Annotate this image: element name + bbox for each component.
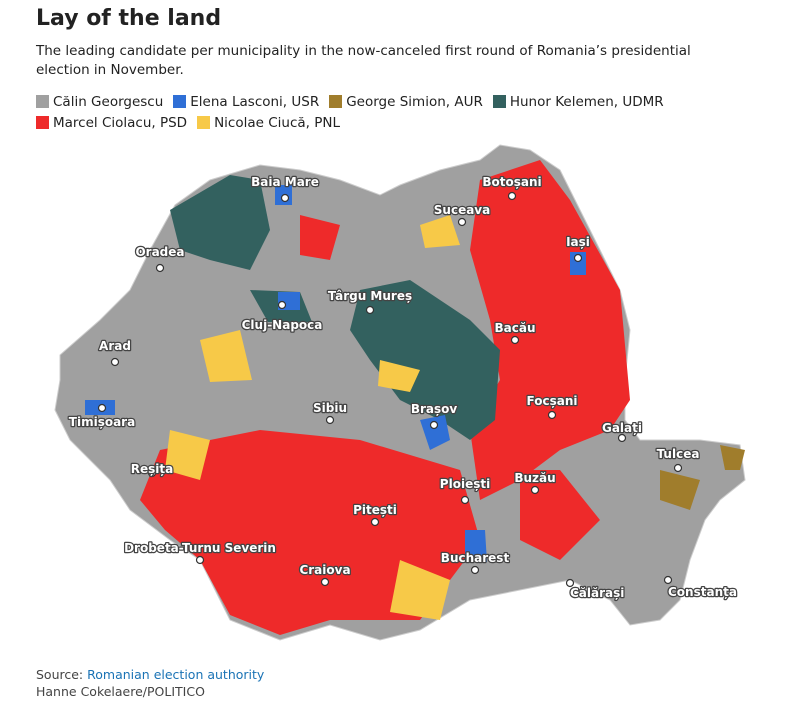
legend-swatch xyxy=(329,95,343,108)
city-dot xyxy=(147,468,157,478)
source-link[interactable]: Romanian election authority xyxy=(87,667,265,682)
city-dot xyxy=(565,578,575,588)
city-label: Târgu Mureș xyxy=(328,289,412,303)
legend-item: George Simion, AUR xyxy=(329,92,483,113)
city-dot xyxy=(320,577,330,587)
legend-label: Marcel Ciolacu, PSD xyxy=(53,115,188,131)
city-dot xyxy=(155,263,165,273)
legend-item: Marcel Ciolacu, PSD xyxy=(36,113,187,134)
city-dot xyxy=(97,403,107,413)
legend-label: Nicolae Ciucă, PNL xyxy=(214,115,341,131)
city-dot xyxy=(510,335,520,345)
city-label: Cluj-Napoca xyxy=(242,318,323,332)
city-dot xyxy=(470,565,480,575)
city-dot xyxy=(280,193,290,203)
legend-item: Nicolae Ciucă, PNL xyxy=(197,113,340,134)
city-label: Botoșani xyxy=(482,175,541,189)
city-label: Brașov xyxy=(411,402,458,416)
city-label: Suceava xyxy=(434,203,490,217)
legend-swatch xyxy=(36,116,49,129)
city-dot xyxy=(277,300,287,310)
city-dot xyxy=(673,463,683,473)
legend-label: Călin Georgescu xyxy=(53,94,164,110)
city-dot xyxy=(370,517,380,527)
legend: Călin Georgescu Elena Lasconi, USR George … xyxy=(36,92,756,134)
city-dot xyxy=(507,191,517,201)
city-dot xyxy=(547,410,557,420)
city-label: Constanța xyxy=(668,585,737,599)
legend-label: Hunor Kelemen, UDMR xyxy=(509,94,664,110)
regions xyxy=(85,160,745,635)
city-dot xyxy=(429,420,439,430)
city-dot xyxy=(663,575,673,585)
subtitle: The leading candidate per municipality i… xyxy=(36,43,691,78)
footer: Source: Romanian election authority Hann… xyxy=(36,666,264,700)
city-label: Baia Mare xyxy=(251,175,319,189)
city-label: Timișoara xyxy=(69,415,135,429)
legend-label: George Simion, AUR xyxy=(346,94,483,110)
city-label: Galați xyxy=(602,421,642,435)
legend-item: Hunor Kelemen, UDMR xyxy=(492,92,664,113)
legend-item: Călin Georgescu xyxy=(36,92,163,113)
legend-swatch xyxy=(197,116,211,129)
legend-label: Elena Lasconi, USR xyxy=(190,94,320,110)
city-dot xyxy=(457,217,467,227)
city-dot xyxy=(460,495,470,505)
city-label: Călărași xyxy=(570,586,624,600)
city-dot xyxy=(325,415,335,425)
city-dot xyxy=(110,357,120,367)
city-dot xyxy=(365,305,375,315)
legend-item: Elena Lasconi, USR xyxy=(173,92,319,113)
city-label: Tulcea xyxy=(657,447,700,461)
city-label: Bacău xyxy=(495,321,536,335)
city-label: Arad xyxy=(99,339,131,353)
city-label: Craiova xyxy=(299,563,350,577)
city-label: Reșița xyxy=(131,462,173,476)
city-label: Iași xyxy=(566,235,590,249)
title: Lay of the land xyxy=(36,6,222,31)
map: Baia Mare Botoșani Suceava Iași Oradea Cluj-N… xyxy=(54,144,746,641)
legend-swatch xyxy=(492,95,506,108)
city-label: Oradea xyxy=(135,245,184,259)
city-label: Buzău xyxy=(514,471,555,485)
legend-swatch xyxy=(173,95,187,108)
city-dot xyxy=(617,433,627,443)
legend-swatch xyxy=(36,95,49,108)
city-label: Sibiu xyxy=(313,401,347,415)
credit: Hanne Cokelaere/POLITICO xyxy=(36,684,205,699)
city-dot xyxy=(573,253,583,263)
city-label: Drobeta-Turnu Severin xyxy=(124,541,276,555)
city-label: Focșani xyxy=(527,394,578,408)
city-label: Bucharest xyxy=(441,551,510,565)
city-dot xyxy=(195,555,205,565)
city-label: Ploiești xyxy=(440,477,490,491)
city-label: Pitești xyxy=(353,503,397,517)
source-label: Source: xyxy=(36,667,84,682)
cities: Baia Mare Botoșani Suceava Iași Oradea Cluj-N… xyxy=(68,174,739,602)
city-dot xyxy=(530,485,540,495)
